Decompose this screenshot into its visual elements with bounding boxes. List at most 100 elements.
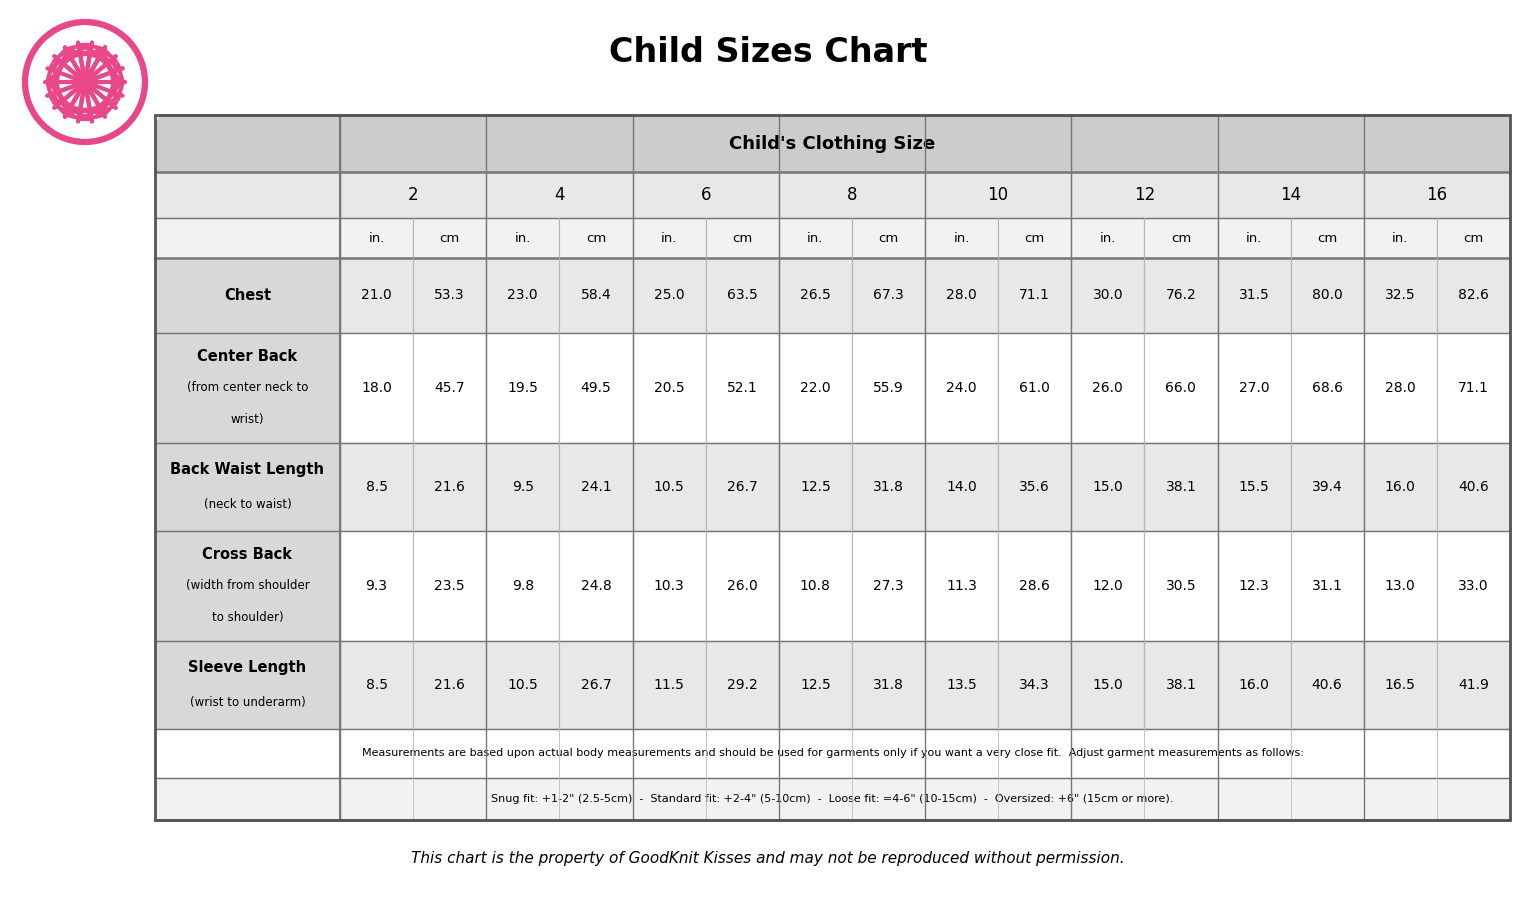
Text: 26.7: 26.7 bbox=[727, 480, 757, 494]
Text: 82.6: 82.6 bbox=[1458, 288, 1488, 302]
FancyBboxPatch shape bbox=[779, 531, 852, 641]
FancyBboxPatch shape bbox=[155, 531, 339, 641]
Text: (from center neck to: (from center neck to bbox=[187, 382, 309, 394]
FancyBboxPatch shape bbox=[1144, 258, 1218, 333]
Text: 33.0: 33.0 bbox=[1458, 579, 1488, 593]
Text: 16.5: 16.5 bbox=[1385, 678, 1416, 692]
Text: 24.0: 24.0 bbox=[946, 381, 977, 395]
Text: to shoulder): to shoulder) bbox=[212, 611, 283, 624]
FancyBboxPatch shape bbox=[1071, 258, 1144, 333]
FancyBboxPatch shape bbox=[1218, 641, 1290, 729]
FancyBboxPatch shape bbox=[339, 258, 413, 333]
FancyBboxPatch shape bbox=[779, 443, 852, 531]
FancyBboxPatch shape bbox=[705, 258, 779, 333]
FancyBboxPatch shape bbox=[1144, 531, 1218, 641]
FancyBboxPatch shape bbox=[155, 258, 339, 333]
Text: 23.0: 23.0 bbox=[507, 288, 538, 302]
FancyBboxPatch shape bbox=[1071, 172, 1218, 219]
FancyBboxPatch shape bbox=[1364, 258, 1436, 333]
FancyBboxPatch shape bbox=[852, 333, 925, 443]
FancyBboxPatch shape bbox=[1071, 333, 1144, 443]
Text: 38.1: 38.1 bbox=[1166, 480, 1197, 494]
FancyBboxPatch shape bbox=[779, 333, 852, 443]
Text: 11.3: 11.3 bbox=[946, 579, 977, 593]
FancyBboxPatch shape bbox=[1436, 443, 1510, 531]
Text: 13.5: 13.5 bbox=[946, 678, 977, 692]
Text: 22.0: 22.0 bbox=[800, 381, 831, 395]
FancyBboxPatch shape bbox=[413, 333, 487, 443]
Text: 26.0: 26.0 bbox=[727, 579, 757, 593]
Text: 18.0: 18.0 bbox=[361, 381, 392, 395]
FancyBboxPatch shape bbox=[633, 258, 705, 333]
Text: 27.3: 27.3 bbox=[872, 579, 903, 593]
FancyBboxPatch shape bbox=[487, 641, 559, 729]
FancyBboxPatch shape bbox=[487, 531, 559, 641]
Text: cm: cm bbox=[1025, 231, 1044, 245]
FancyBboxPatch shape bbox=[1290, 531, 1364, 641]
FancyBboxPatch shape bbox=[487, 172, 633, 219]
Text: 49.5: 49.5 bbox=[581, 381, 611, 395]
FancyBboxPatch shape bbox=[487, 443, 559, 531]
Text: 30.0: 30.0 bbox=[1092, 288, 1123, 302]
FancyBboxPatch shape bbox=[1364, 219, 1436, 258]
FancyBboxPatch shape bbox=[413, 219, 487, 258]
FancyBboxPatch shape bbox=[852, 443, 925, 531]
FancyBboxPatch shape bbox=[779, 219, 852, 258]
Text: Sleeve Length: Sleeve Length bbox=[189, 660, 307, 675]
Text: 35.6: 35.6 bbox=[1020, 480, 1051, 494]
Text: 29.2: 29.2 bbox=[727, 678, 757, 692]
FancyBboxPatch shape bbox=[633, 172, 779, 219]
FancyBboxPatch shape bbox=[487, 333, 559, 443]
FancyBboxPatch shape bbox=[633, 333, 705, 443]
Text: 76.2: 76.2 bbox=[1166, 288, 1197, 302]
Text: Snug fit: +1-2" (2.5-5cm)  -  Standard fit: +2-4" (5-10cm)  -  Loose fit: =4-6" : Snug fit: +1-2" (2.5-5cm) - Standard fit… bbox=[492, 794, 1174, 804]
FancyBboxPatch shape bbox=[633, 443, 705, 531]
Text: in.: in. bbox=[1100, 231, 1117, 245]
Text: in.: in. bbox=[954, 231, 969, 245]
Text: 8.5: 8.5 bbox=[366, 678, 387, 692]
Text: 32.5: 32.5 bbox=[1385, 288, 1416, 302]
Text: (width from shoulder: (width from shoulder bbox=[186, 580, 309, 592]
Text: 2: 2 bbox=[409, 186, 418, 204]
Text: 38.1: 38.1 bbox=[1166, 678, 1197, 692]
Text: 8: 8 bbox=[846, 186, 857, 204]
Text: 55.9: 55.9 bbox=[872, 381, 903, 395]
Text: 26.7: 26.7 bbox=[581, 678, 611, 692]
Text: 8.5: 8.5 bbox=[366, 480, 387, 494]
FancyBboxPatch shape bbox=[559, 531, 633, 641]
Text: 63.5: 63.5 bbox=[727, 288, 757, 302]
Text: 26.0: 26.0 bbox=[1092, 381, 1123, 395]
Text: This chart is the property of GoodKnit Kisses and may not be reproduced without : This chart is the property of GoodKnit K… bbox=[412, 850, 1124, 866]
Text: 40.6: 40.6 bbox=[1458, 480, 1488, 494]
FancyBboxPatch shape bbox=[925, 258, 998, 333]
FancyBboxPatch shape bbox=[155, 443, 339, 531]
FancyBboxPatch shape bbox=[413, 443, 487, 531]
Text: 27.0: 27.0 bbox=[1238, 381, 1269, 395]
Text: 19.5: 19.5 bbox=[507, 381, 538, 395]
FancyBboxPatch shape bbox=[1071, 219, 1144, 258]
Text: 10.5: 10.5 bbox=[507, 678, 538, 692]
Text: 11.5: 11.5 bbox=[654, 678, 685, 692]
Text: 45.7: 45.7 bbox=[435, 381, 465, 395]
Text: 10.5: 10.5 bbox=[654, 480, 685, 494]
Text: 61.0: 61.0 bbox=[1020, 381, 1051, 395]
Text: 52.1: 52.1 bbox=[727, 381, 757, 395]
Text: 10: 10 bbox=[988, 186, 1009, 204]
FancyBboxPatch shape bbox=[1144, 641, 1218, 729]
FancyBboxPatch shape bbox=[339, 443, 413, 531]
Text: Child's Clothing Size: Child's Clothing Size bbox=[730, 135, 935, 153]
Text: 9.5: 9.5 bbox=[511, 480, 535, 494]
FancyBboxPatch shape bbox=[413, 531, 487, 641]
FancyBboxPatch shape bbox=[1218, 258, 1290, 333]
Text: Cross Back: Cross Back bbox=[203, 547, 292, 562]
FancyBboxPatch shape bbox=[155, 115, 1510, 172]
Text: cm: cm bbox=[1464, 231, 1484, 245]
FancyBboxPatch shape bbox=[1218, 172, 1364, 219]
FancyBboxPatch shape bbox=[1218, 219, 1290, 258]
Text: 15.0: 15.0 bbox=[1092, 678, 1123, 692]
FancyBboxPatch shape bbox=[705, 333, 779, 443]
Text: 31.1: 31.1 bbox=[1312, 579, 1342, 593]
Text: 68.6: 68.6 bbox=[1312, 381, 1342, 395]
Text: 39.4: 39.4 bbox=[1312, 480, 1342, 494]
Text: 21.6: 21.6 bbox=[435, 480, 465, 494]
